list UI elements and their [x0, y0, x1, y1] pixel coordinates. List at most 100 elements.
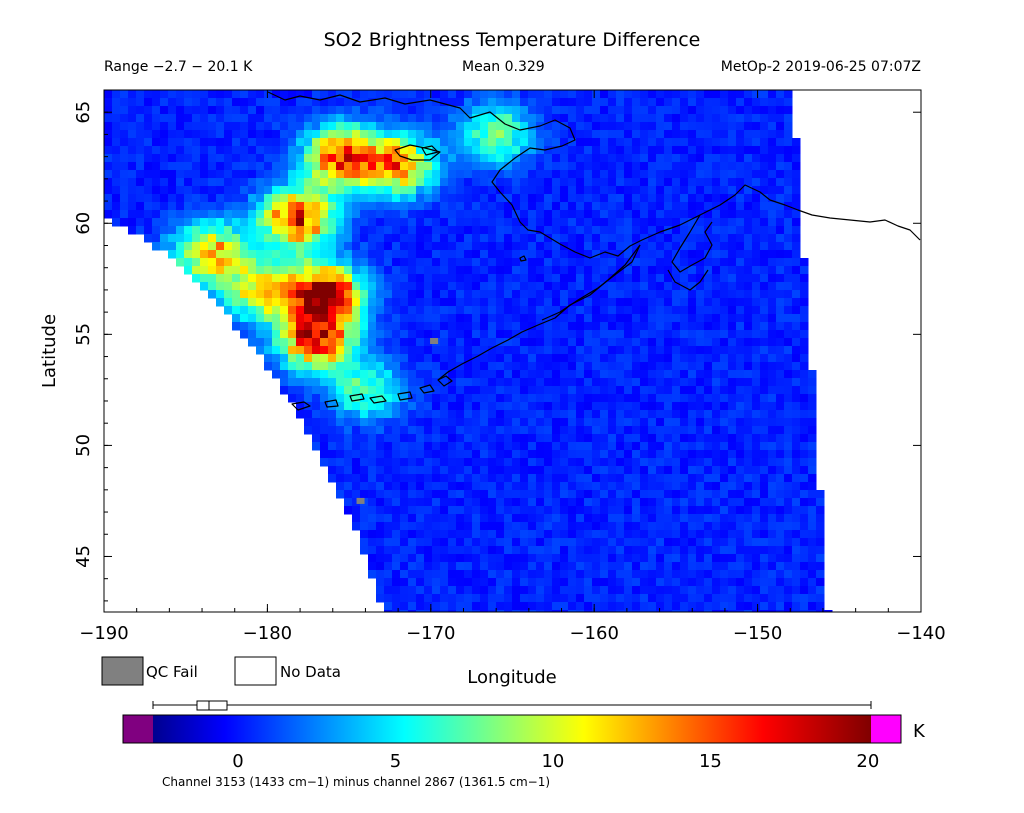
swath-cell [496, 602, 505, 611]
swath-cell [456, 514, 465, 523]
swath-cell [192, 170, 201, 179]
swath-cell [376, 258, 385, 267]
swath-cell [144, 98, 153, 107]
swath-cell [496, 218, 505, 227]
swath-cell [632, 346, 641, 355]
swath-cell [480, 154, 489, 163]
swath-cell [712, 314, 721, 323]
swath-cell [424, 474, 433, 483]
swath-cell [744, 546, 753, 555]
swath-cell [328, 322, 337, 331]
swath-cell [408, 338, 417, 347]
swath-cell [776, 538, 785, 547]
swath-cell [528, 290, 537, 299]
swath-cell [272, 346, 281, 355]
swath-cell [456, 578, 465, 587]
swath-cell [712, 562, 721, 571]
swath-cell [400, 602, 409, 611]
swath-cell [432, 90, 441, 99]
swath-cell [440, 250, 449, 259]
swath-cell [760, 114, 769, 123]
swath-cell [224, 282, 233, 291]
swath-cell [720, 162, 729, 171]
swath-cell [752, 386, 761, 395]
swath-cell [632, 314, 641, 323]
swath-cell [736, 98, 745, 107]
swath-cell [528, 546, 537, 555]
swath-cell [640, 330, 649, 339]
swath-cell [744, 282, 753, 291]
swath-cell [432, 594, 441, 603]
swath-cell [296, 162, 305, 171]
swath-cell [704, 386, 713, 395]
swath-cell [296, 402, 305, 411]
swath-cell [704, 450, 713, 459]
swath-cell [464, 522, 473, 531]
swath-cell [632, 354, 641, 363]
swath-cell [312, 226, 321, 235]
swath-cell [528, 106, 537, 115]
swath-cell [512, 514, 521, 523]
swath-cell [648, 514, 657, 523]
swath-cell [480, 106, 489, 115]
swath-cell [248, 194, 257, 203]
swath-cell [104, 186, 113, 195]
swath-cell [256, 226, 265, 235]
swath-cell [368, 362, 377, 371]
swath-cell [608, 474, 617, 483]
swath-cell [712, 514, 721, 523]
swath-cell [640, 250, 649, 259]
swath-cell [536, 170, 545, 179]
swath-cell [368, 290, 377, 299]
swath-cell [280, 346, 289, 355]
swath-cell [464, 122, 473, 131]
swath-cell [368, 194, 377, 203]
swath-cell [328, 306, 337, 315]
swath-cell [592, 362, 601, 371]
swath-cell [464, 514, 473, 523]
swath-cell [752, 266, 761, 275]
swath-cell [760, 386, 769, 395]
swath-cell [736, 298, 745, 307]
swath-cell [512, 610, 521, 612]
swath-cell [136, 218, 145, 227]
swath-cell [672, 578, 681, 587]
swath-cell [512, 434, 521, 443]
swath-cell [656, 122, 665, 131]
swath-cell [552, 298, 561, 307]
swath-cell [584, 482, 593, 491]
swath-cell [448, 354, 457, 363]
swath-cell [664, 98, 673, 107]
swath-cell [568, 234, 577, 243]
swath-cell [648, 106, 657, 115]
swath-cell [432, 482, 441, 491]
swath-cell [320, 234, 329, 243]
swath-cell [552, 442, 561, 451]
swath-cell [528, 354, 537, 363]
swath-cell [248, 90, 257, 99]
swath-cell [448, 562, 457, 571]
swath-cell [624, 130, 633, 139]
swath-cell [392, 122, 401, 131]
swath-cell [240, 290, 249, 299]
swath-cell [720, 490, 729, 499]
swath-cell [216, 146, 225, 155]
swath-cell [280, 170, 289, 179]
swath-cell [584, 354, 593, 363]
swath-cell [768, 426, 777, 435]
swath-cell [496, 138, 505, 147]
swath-cell [280, 90, 289, 99]
swath-cell [792, 218, 801, 227]
swath-cell [504, 402, 513, 411]
swath-cell [512, 594, 521, 603]
swath-cell [480, 98, 489, 107]
swath-cell [528, 458, 537, 467]
swath-cell [632, 306, 641, 315]
swath-cell [688, 266, 697, 275]
swath-cell [392, 554, 401, 563]
swath-cell [368, 210, 377, 219]
swath-cell [520, 474, 529, 483]
swath-cell [648, 386, 657, 395]
swath-cell [144, 154, 153, 163]
swath-cell [792, 354, 801, 363]
